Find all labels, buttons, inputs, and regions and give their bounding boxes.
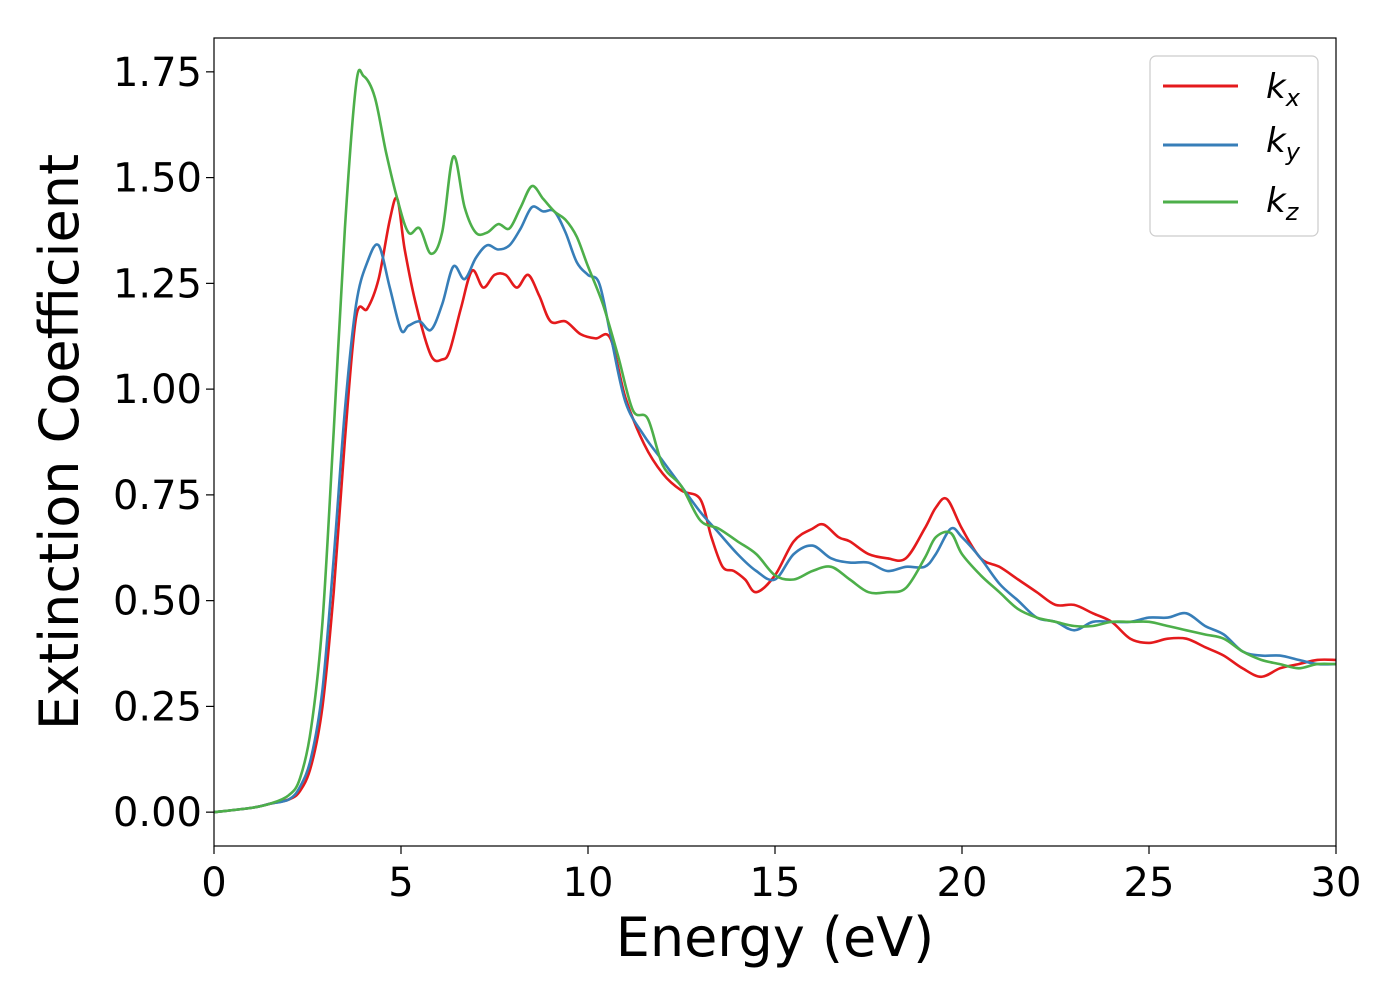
plot-lines [213, 68, 1337, 814]
x-tick-label: 5 [388, 860, 413, 906]
x-tick-label: 20 [937, 860, 988, 906]
series-line-kx [213, 196, 1337, 814]
y-tick-label: 0.75 [113, 473, 202, 519]
y-tick-label: 0.50 [113, 579, 202, 625]
x-axis-label: Energy (eV) [616, 906, 935, 969]
legend-label-ky: ky [1266, 121, 1301, 166]
legend-label-kz: kz [1266, 181, 1300, 226]
y-tick-label: 1.50 [113, 156, 202, 202]
legend-label-kx: kx [1266, 67, 1301, 112]
x-axis-ticks: 0 5 10 15 20 25 30 [201, 846, 1361, 906]
series-line-kz [213, 68, 1337, 814]
legend: kx ky kz [1149, 55, 1319, 237]
y-tick-label: 1.25 [113, 261, 202, 307]
y-tick-label: 1.00 [113, 367, 202, 413]
x-tick-label: 15 [750, 860, 801, 906]
y-axis-label: Extinction Coefficient [28, 154, 91, 730]
x-tick-label: 10 [563, 860, 614, 906]
y-tick-label: 0.25 [113, 684, 202, 730]
x-tick-label: 30 [1311, 860, 1362, 906]
y-tick-label: 0.00 [113, 790, 202, 836]
x-tick-label: 0 [201, 860, 226, 906]
y-axis-ticks: 0.00 0.25 0.50 0.75 1.00 1.25 1.50 1.75 [113, 50, 214, 836]
series-line-ky [213, 205, 1337, 814]
x-tick-label: 25 [1124, 860, 1175, 906]
y-tick-label: 1.75 [113, 50, 202, 96]
